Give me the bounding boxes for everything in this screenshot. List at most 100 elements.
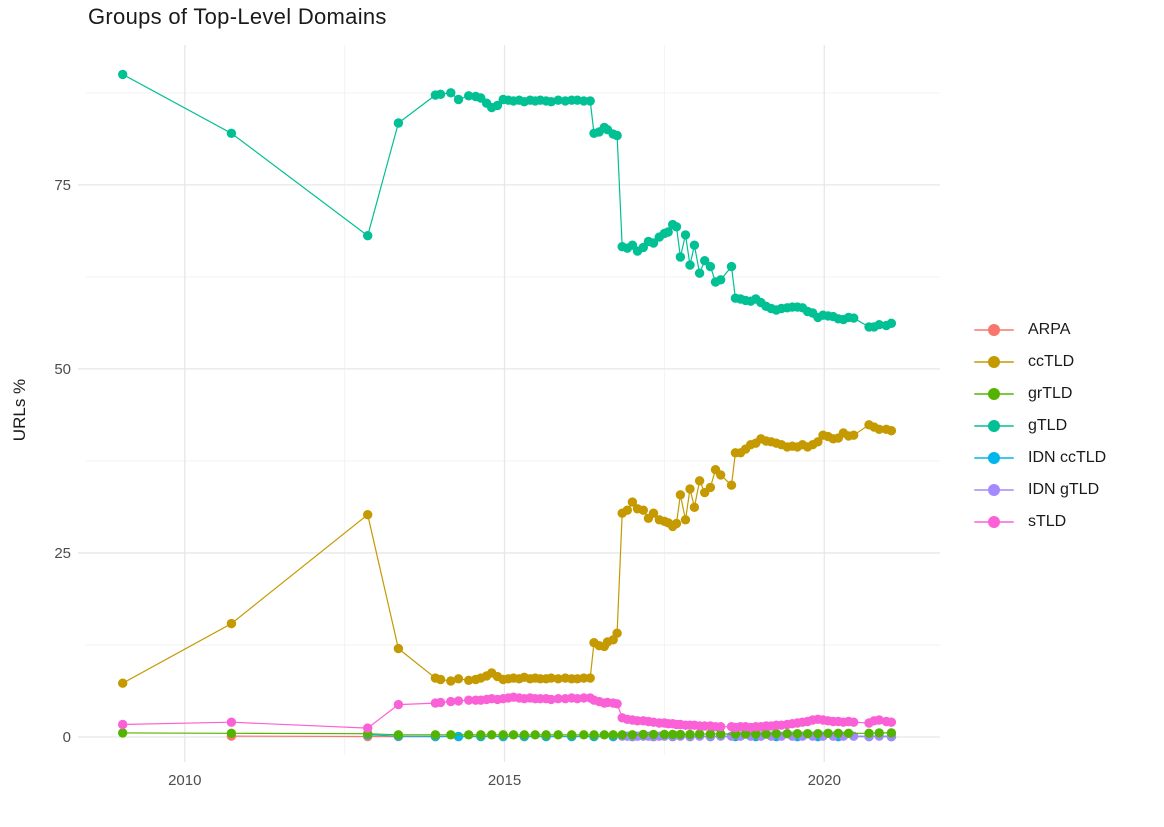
data-point <box>813 437 823 447</box>
data-point <box>849 430 859 440</box>
data-point <box>638 729 648 740</box>
data-point <box>608 730 618 740</box>
legend-marker-icon <box>972 387 1016 401</box>
data-point <box>716 729 726 739</box>
data-point <box>612 130 622 141</box>
data-point <box>599 730 609 740</box>
data-point <box>886 728 897 738</box>
data-point <box>886 717 897 727</box>
data-point <box>716 275 726 285</box>
data-point <box>849 313 859 323</box>
data-point <box>118 728 128 738</box>
data-point <box>648 238 659 248</box>
legend-marker-icon <box>972 323 1016 337</box>
data-point <box>118 678 128 688</box>
data-point <box>675 252 686 262</box>
legend-item-idn-cctld: IDN ccTLD <box>972 446 1106 469</box>
data-point <box>541 730 551 740</box>
data-point <box>435 89 446 100</box>
legend: ARPA ccTLD grTLD gTLD IDN ccTLD IDN gTLD sTLD <box>972 318 1106 533</box>
data-point <box>694 268 705 278</box>
data-point <box>685 260 695 270</box>
data-point <box>585 96 595 106</box>
y-tick-label: 75 <box>54 177 71 194</box>
data-point <box>843 728 854 738</box>
data-point <box>363 723 373 733</box>
x-tick-label: 2015 <box>488 772 521 789</box>
data-point <box>671 518 682 529</box>
data-point <box>622 505 632 515</box>
legend-label: IDN ccTLD <box>1028 448 1107 466</box>
data-point <box>685 729 695 740</box>
data-point <box>864 728 874 738</box>
series-stld <box>118 692 897 733</box>
data-point <box>530 730 540 740</box>
data-point <box>730 729 741 739</box>
y-tick-label: 25 <box>54 545 71 562</box>
legend-marker-icon <box>972 355 1016 369</box>
series-line <box>122 424 892 684</box>
data-point <box>553 730 563 740</box>
x-tick-label: 2010 <box>168 772 201 789</box>
legend-item-cctld: ccTLD <box>972 350 1106 373</box>
data-point <box>886 318 897 328</box>
series-line <box>122 732 892 736</box>
data-point <box>553 694 563 704</box>
legend-marker-icon <box>972 419 1016 433</box>
data-point <box>751 729 761 739</box>
data-point <box>874 715 884 725</box>
gridlines-major <box>78 45 940 762</box>
data-point <box>716 470 726 480</box>
data-point <box>393 118 404 128</box>
data-point <box>675 490 686 500</box>
data-point <box>705 482 716 493</box>
series-line <box>122 73 892 328</box>
data-point <box>464 695 474 705</box>
data-point <box>363 510 373 520</box>
x-tick-label: 2020 <box>808 772 841 789</box>
legend-item-grtld: grTLD <box>972 382 1106 405</box>
data-point <box>226 728 237 738</box>
data-point <box>446 730 456 740</box>
data-point <box>668 729 678 740</box>
chart-title: Groups of Top-Level Domains <box>88 4 387 29</box>
data-point <box>393 643 404 654</box>
legend-marker-icon <box>972 451 1016 465</box>
data-point <box>874 424 884 434</box>
y-tick-label: 50 <box>54 361 71 378</box>
data-point <box>689 240 700 250</box>
data-point <box>546 673 556 683</box>
data-point <box>648 729 659 740</box>
data-point <box>700 256 710 266</box>
data-point <box>689 502 700 512</box>
gridlines-minor <box>85 45 940 755</box>
legend-label: IDN gTLD <box>1028 480 1100 498</box>
data-point <box>792 729 803 739</box>
data-point <box>226 717 237 727</box>
data-point <box>567 730 577 740</box>
series-cctld <box>118 420 897 688</box>
data-point <box>680 230 691 240</box>
legend-item-arpa: ARPA <box>972 318 1106 341</box>
data-point <box>627 497 638 507</box>
series-gtld <box>118 69 897 332</box>
data-point <box>740 729 751 739</box>
data-point <box>435 697 446 708</box>
data-point <box>685 484 695 494</box>
data-point <box>617 730 627 740</box>
data-point <box>453 674 464 684</box>
data-point <box>430 730 441 740</box>
data-point <box>694 729 705 739</box>
legend-marker-icon <box>972 515 1016 529</box>
legend-label: grTLD <box>1028 384 1073 402</box>
data-point <box>553 95 563 105</box>
y-tick-label: 0 <box>63 729 71 746</box>
data-point <box>874 320 884 330</box>
data-point <box>446 676 456 686</box>
data-point <box>553 674 563 684</box>
data-point <box>694 476 705 486</box>
data-point <box>492 100 503 111</box>
data-point <box>476 730 486 740</box>
data-point <box>761 729 771 739</box>
